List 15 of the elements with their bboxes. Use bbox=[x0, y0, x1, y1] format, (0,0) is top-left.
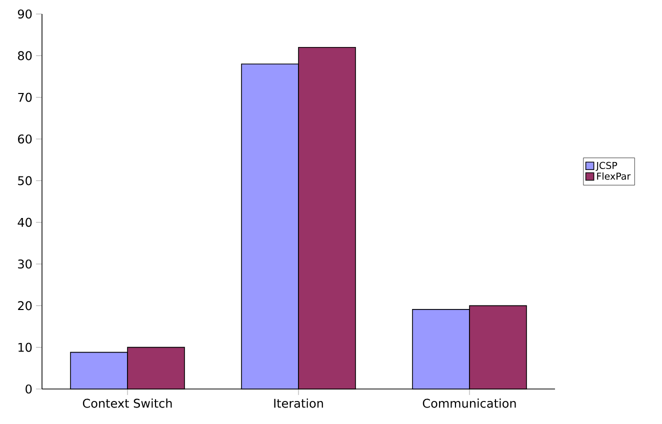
y-tick-label: 40 bbox=[18, 218, 32, 227]
y-tick-label: 20 bbox=[18, 301, 32, 310]
x-tick-label: Communication bbox=[422, 398, 516, 408]
legend-label: JCSP bbox=[596, 162, 618, 171]
y-tick-label: 10 bbox=[18, 342, 32, 352]
x-tick-label: Iteration bbox=[274, 398, 323, 408]
legend-label: FlexPar bbox=[597, 172, 631, 180]
y-tick-label: 90 bbox=[18, 9, 32, 19]
y-tick-label: 0 bbox=[26, 384, 32, 394]
y-tick-label: 30 bbox=[18, 259, 32, 269]
y-tick-label: 80 bbox=[18, 51, 32, 60]
x-tick-label: Context Switch bbox=[82, 398, 172, 408]
y-tick-label: 60 bbox=[18, 134, 32, 144]
y-tick-label: 70 bbox=[18, 92, 32, 102]
y-tick-label: 50 bbox=[18, 176, 32, 186]
